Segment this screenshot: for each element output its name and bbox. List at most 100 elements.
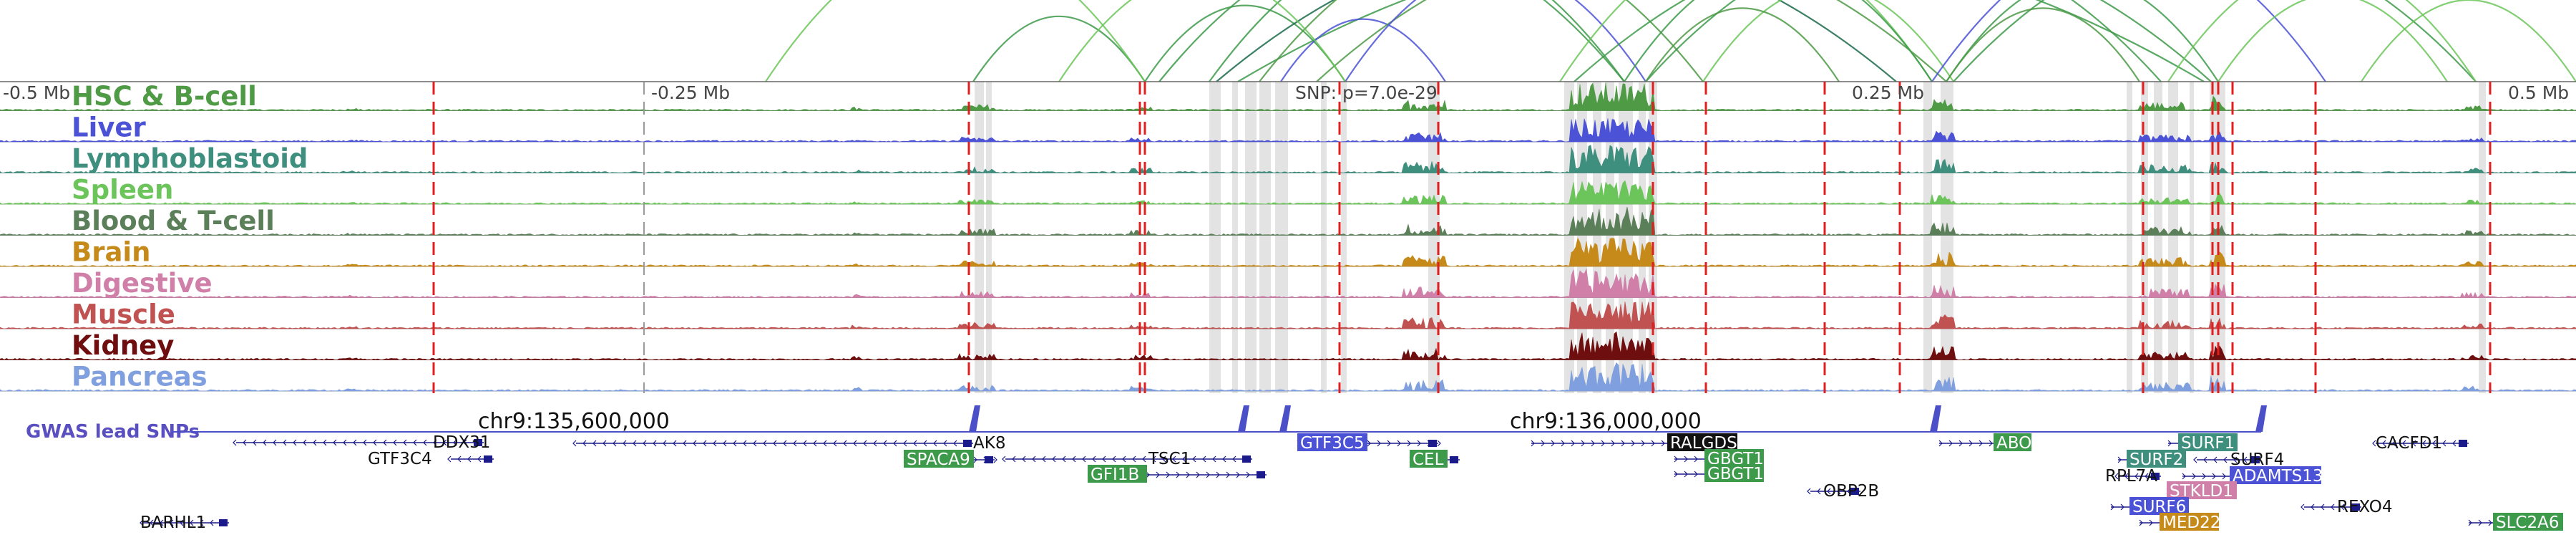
gene-strand-chevron [613, 440, 617, 447]
signal-brain [0, 237, 2576, 267]
gene-strand-chevron [693, 440, 697, 447]
gene-strand-chevron [1684, 455, 1688, 463]
gene-strand-chevron [1417, 440, 1421, 447]
gene-strand-chevron [1186, 471, 1190, 478]
highlight-band [1428, 82, 1440, 393]
track-label: Liver [72, 112, 146, 143]
gene-strand-chevron [1226, 471, 1230, 478]
gene-label: OBP2B [1823, 482, 1879, 501]
gene-strand-chevron [190, 519, 194, 526]
gene-exon [2151, 473, 2160, 480]
gene-strand-chevron [2442, 440, 2446, 447]
gene-strand-chevron [1979, 440, 1983, 447]
highlight-band [1232, 82, 1238, 393]
gene-strand-chevron [2372, 440, 2376, 447]
gene-strand-chevron [853, 440, 857, 447]
interaction-arc [1946, 7, 2140, 82]
gene-strand-chevron [323, 439, 327, 446]
gene-strand-chevron [1216, 471, 1220, 478]
gene-exon [1450, 456, 1458, 463]
gene-strand-chevron [933, 440, 937, 447]
gwas-label: GWAS lead SNPs [26, 421, 200, 443]
gene-strand-chevron [2301, 503, 2305, 511]
gene-strand-chevron [643, 440, 647, 447]
gene-strand-chevron [883, 440, 887, 447]
gene-exon [1257, 471, 1265, 478]
gene-label: CACFD1 [2376, 434, 2442, 453]
gene-strand-chevron [2145, 473, 2149, 480]
gene-strand-chevron [373, 439, 377, 446]
gene-strand-chevron [1397, 440, 1401, 447]
gene-strand-chevron [457, 455, 462, 463]
gene-strand-chevron [1581, 440, 1585, 447]
gene-label: GTF3C4 [368, 450, 432, 468]
gene-strand-chevron [1541, 440, 1545, 447]
interaction-arc [2361, 0, 2576, 82]
lead-snp-markers [432, 82, 2492, 393]
gene-strand-chevron [1052, 455, 1056, 463]
coordinate-label: 0.25 Mb [1852, 82, 1924, 103]
gene-strand-chevron [2402, 440, 2406, 447]
gene-strand-chevron [343, 439, 347, 446]
gene-strand-chevron [200, 519, 204, 526]
gene-exon [2251, 456, 2260, 463]
gene-strand-chevron [773, 440, 777, 447]
gene-strand-chevron [1367, 440, 1371, 447]
gene-exon [219, 519, 228, 526]
gene-strand-chevron [1531, 440, 1535, 447]
track-label: Muscle [72, 299, 175, 330]
highlight-band [1341, 82, 1347, 393]
gene-label: TSC1 [1148, 450, 1191, 468]
gene-strand-chevron [353, 439, 357, 446]
gene-strand-chevron [1206, 471, 1210, 478]
highlight-band [2210, 82, 2225, 393]
signal-spleen [0, 180, 2576, 205]
gene-exon [1850, 488, 1859, 495]
gene-strand-chevron [1837, 488, 1841, 495]
gwas-lead-snp [1238, 405, 1249, 432]
track-label: Lymphoblastoid [72, 143, 308, 174]
track-label: Brain [72, 237, 150, 268]
coordinate-label: -0.5 Mb [3, 82, 70, 103]
gene-strand-chevron [2110, 503, 2114, 511]
gene-strand-chevron [1156, 471, 1160, 478]
interaction-arc [1574, 0, 2212, 82]
signal-blood-t-cell [0, 206, 2576, 236]
interaction-arc [1946, 0, 2219, 82]
gene-strand-chevron [443, 439, 447, 446]
highlight-band [1245, 82, 1257, 393]
gene-strand-chevron [1561, 440, 1565, 447]
gene-strand-chevron [210, 519, 214, 526]
gene-strand-chevron [1202, 455, 1206, 463]
gene-label-box [2127, 450, 2186, 468]
gene-strand-chevron [2488, 519, 2492, 526]
gwas-lead-snp [1930, 405, 1941, 432]
gene-exon [484, 455, 492, 463]
chrom-coordinate: chr9:135,600,000 [478, 409, 670, 434]
gene-label-box [1667, 433, 1737, 451]
gene-label: ABO [1996, 434, 2031, 453]
interaction-arc [1345, 0, 1646, 82]
gene-strand-chevron [1968, 440, 1973, 447]
gene-label-box [904, 450, 974, 468]
gene-strand-chevron [1551, 440, 1555, 447]
gene-strand-chevron [2213, 456, 2218, 463]
gene-strand-chevron [2331, 503, 2335, 511]
gene-strand-chevron [333, 439, 337, 446]
track-labels: HSC & B-cellLiverLymphoblastoidSpleenBlo… [72, 81, 308, 392]
gene-strand-chevron [813, 440, 817, 447]
interaction-arc [1624, 0, 1933, 82]
gene-strand-chevron [893, 440, 897, 447]
gene-strand-chevron [1092, 455, 1096, 463]
gene-strand-chevron [1072, 455, 1076, 463]
gene-strand-chevron [1631, 440, 1635, 447]
gene-label: ADAMTS13 [2233, 467, 2323, 486]
interaction-arc [972, 15, 1146, 82]
gene-strand-chevron [1212, 455, 1216, 463]
gene-strand-chevron [683, 440, 687, 447]
gene-strand-chevron [463, 439, 467, 446]
gene-strand-chevron [2392, 440, 2396, 447]
gene-label: SPACA9 [907, 450, 970, 469]
gene-strand-chevron [993, 456, 997, 463]
gene-strand-chevron [793, 440, 797, 447]
